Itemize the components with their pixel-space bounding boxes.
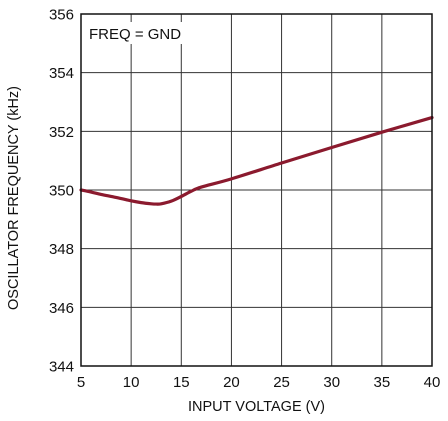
x-tick-label: 40 — [424, 374, 441, 391]
y-tick-label: 354 — [49, 65, 74, 82]
y-tick-label: 346 — [49, 300, 74, 317]
x-tick-label: 5 — [77, 374, 85, 391]
x-tick-labels: 5 10 15 20 25 30 35 40 — [77, 374, 441, 391]
x-tick-label: 25 — [273, 374, 290, 391]
y-tick-label: 350 — [49, 183, 74, 200]
y-tick-label: 348 — [49, 241, 74, 258]
x-axis-title: INPUT VOLTAGE (V) — [188, 399, 325, 415]
y-tick-label: 352 — [49, 124, 74, 141]
plot-frame — [80, 13, 433, 367]
x-tick-label: 35 — [374, 374, 391, 391]
y-axis-title: OSCILLATOR FREQUENCY (kHz) — [6, 86, 22, 310]
y-tick-label: 356 — [49, 7, 74, 24]
freq-annotation: FREQ = GND — [89, 26, 181, 43]
x-tick-label: 15 — [173, 374, 190, 391]
x-tick-label: 30 — [323, 374, 340, 391]
annotation-background — [85, 22, 193, 44]
y-tick-labels: 344 346 348 350 352 354 356 — [49, 7, 74, 376]
x-tick-label: 20 — [223, 374, 240, 391]
grid-lines — [80, 13, 433, 367]
series-line — [79, 115, 434, 206]
series-layer — [79, 115, 434, 206]
x-tick-label: 10 — [123, 374, 140, 391]
y-tick-label: 344 — [49, 359, 74, 376]
